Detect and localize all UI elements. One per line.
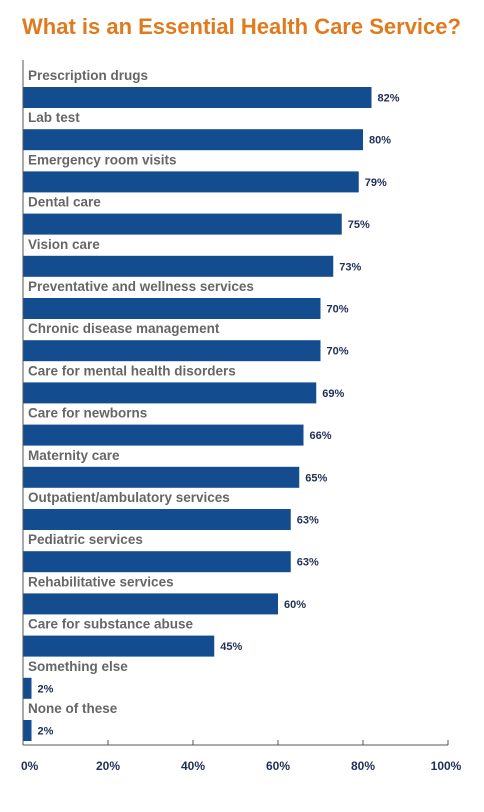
value-label: 63%: [297, 515, 319, 527]
category-label: Care for mental health disorders: [28, 363, 236, 378]
value-label: 70%: [327, 346, 349, 358]
category-label: Maternity care: [28, 448, 120, 463]
value-label: 70%: [327, 304, 349, 316]
bar: [23, 298, 321, 319]
category-label: Outpatient/ambulatory services: [28, 490, 230, 505]
bar: [23, 171, 359, 193]
bar: [23, 213, 342, 235]
category-label: Emergency room visits: [28, 152, 177, 167]
value-label: 2%: [38, 726, 54, 738]
category-label: Preventative and wellness services: [28, 279, 254, 294]
chart-title: What is an Essential Health Care Service…: [22, 14, 461, 39]
value-label: 75%: [348, 219, 370, 231]
bar: [23, 635, 215, 657]
axis-layer: 0% 20% 40% 60% 80% 100%: [21, 60, 462, 773]
category-label: Prescription drugs: [28, 68, 148, 83]
category-label: Vision care: [28, 237, 100, 252]
value-label: 2%: [38, 683, 54, 695]
x-tick-label: 0%: [21, 759, 39, 773]
bars-layer: Prescription drugs 82% Lab test 80% Emergenc…: [23, 68, 400, 741]
bar: [23, 720, 32, 741]
bar: [23, 509, 291, 530]
value-label: 60%: [284, 599, 306, 611]
category-label: Care for substance abuse: [28, 617, 194, 632]
bar: [23, 255, 334, 277]
category-label: Dental care: [28, 195, 101, 210]
value-label: 45%: [220, 641, 242, 653]
category-label: Care for newborns: [28, 406, 147, 421]
value-label: 65%: [305, 472, 327, 484]
bar: [23, 593, 278, 615]
value-label: 63%: [297, 557, 319, 569]
bar: [23, 340, 321, 362]
category-label: Something else: [28, 659, 128, 674]
bar: [23, 129, 363, 151]
category-label: Rehabilitative services: [28, 574, 174, 589]
category-label: Lab test: [28, 110, 80, 125]
value-label: 80%: [369, 135, 391, 147]
value-label: 79%: [365, 177, 387, 189]
bar: [23, 551, 291, 573]
value-label: 66%: [310, 430, 332, 442]
bar: [23, 382, 317, 404]
x-tick-label: 60%: [266, 759, 290, 773]
x-tick-label: 80%: [351, 759, 375, 773]
category-label: None of these: [28, 701, 118, 716]
bar: [23, 466, 300, 488]
bar: [23, 87, 372, 108]
x-tick-label: 20%: [96, 759, 120, 773]
value-label: 73%: [339, 261, 361, 273]
value-label: 82%: [378, 93, 400, 105]
bar: [23, 677, 32, 699]
category-label: Pediatric services: [28, 532, 143, 547]
category-label: Chronic disease management: [28, 321, 220, 336]
x-tick-label: 40%: [181, 759, 205, 773]
value-label: 69%: [322, 388, 344, 400]
bar: [23, 424, 304, 446]
x-tick-label: 100%: [431, 759, 462, 773]
